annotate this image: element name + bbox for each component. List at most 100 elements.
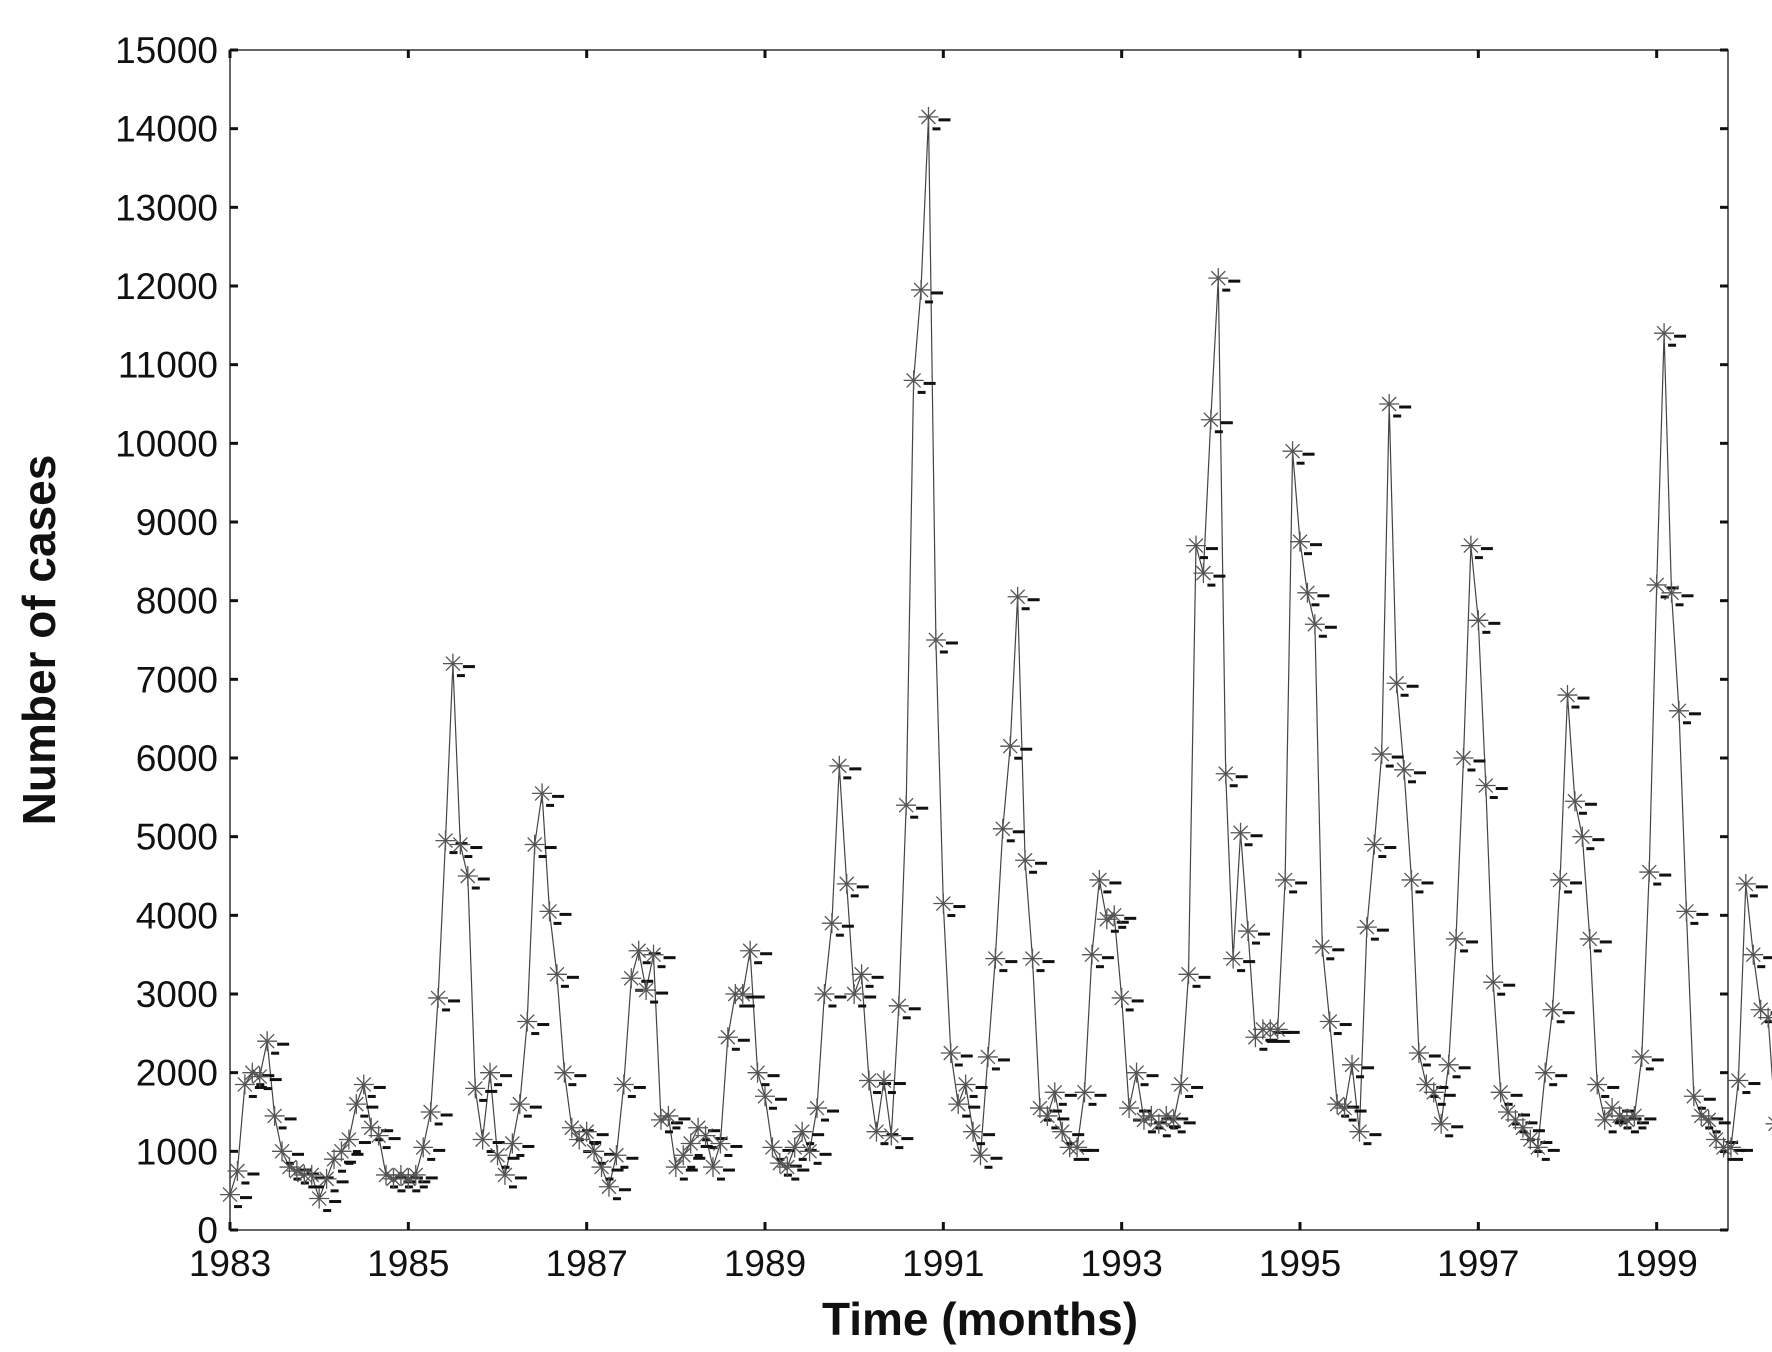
data-point <box>814 984 847 1008</box>
data-point <box>309 1188 342 1213</box>
data-point <box>1446 928 1479 953</box>
data-point <box>940 1043 973 1067</box>
data-point <box>1646 574 1679 599</box>
data-point <box>227 1161 260 1185</box>
data-point <box>762 1137 795 1161</box>
y-tick-label: 9000 <box>136 502 218 543</box>
data-point <box>279 1157 312 1181</box>
data-point <box>524 834 557 859</box>
data-point <box>450 834 483 859</box>
data-point <box>517 1011 550 1036</box>
data-point <box>1096 909 1129 933</box>
data-point <box>1007 586 1040 611</box>
data-point <box>1230 822 1263 847</box>
data-point <box>606 1145 639 1169</box>
data-point <box>1052 1121 1085 1146</box>
data-point <box>1758 1007 1772 1028</box>
data-point <box>1044 1082 1077 1106</box>
data-point <box>1297 582 1330 607</box>
x-tick-label: 1987 <box>546 1243 628 1284</box>
data-point <box>1460 535 1493 560</box>
data-point <box>546 964 579 988</box>
data-point <box>1691 1105 1724 1130</box>
y-tick-label: 12000 <box>115 266 218 307</box>
data-point <box>1386 673 1419 697</box>
data-point <box>1698 1109 1731 1134</box>
data-point <box>1624 1105 1657 1130</box>
data-point <box>272 1141 305 1165</box>
data-point <box>955 1074 988 1098</box>
data-point <box>1223 948 1256 973</box>
data-point <box>1022 948 1055 973</box>
data-point <box>1074 1082 1107 1106</box>
data-point <box>1408 1043 1441 1067</box>
data-point <box>1081 944 1114 969</box>
x-tick-label: 1991 <box>902 1243 984 1284</box>
data-point <box>428 987 461 1012</box>
x-tick-label: 1995 <box>1259 1243 1341 1284</box>
data-point <box>338 1129 371 1154</box>
data-point <box>331 1141 364 1165</box>
data-point <box>1178 964 1211 988</box>
data-point <box>1587 1074 1620 1098</box>
data-point <box>747 1062 780 1087</box>
data-point <box>1379 394 1412 418</box>
data-point <box>1609 1105 1642 1130</box>
data-point <box>1527 1137 1560 1161</box>
x-tick-label: 1983 <box>189 1243 271 1284</box>
x-tick-label: 1997 <box>1437 1243 1519 1284</box>
data-point <box>353 1074 386 1098</box>
data-point <box>420 1102 453 1126</box>
y-tick-label: 15000 <box>115 30 218 71</box>
data-point <box>695 1125 728 1150</box>
data-point <box>249 1066 282 1091</box>
data-point <box>1364 834 1397 859</box>
y-tick-label: 8000 <box>136 581 218 622</box>
data-point <box>487 1145 520 1169</box>
data-point <box>1765 1116 1772 1132</box>
data-point <box>1550 869 1583 894</box>
data-point <box>1564 791 1597 815</box>
data-point <box>992 818 1025 843</box>
data-point <box>301 1164 334 1189</box>
data-point <box>732 984 765 1008</box>
data-point <box>472 1129 505 1154</box>
data-point <box>829 755 862 780</box>
data-point <box>1126 1062 1159 1087</box>
data-point <box>1735 873 1768 898</box>
data-point <box>1067 1137 1100 1161</box>
data-point <box>1349 1121 1382 1146</box>
y-tick-label: 3000 <box>136 974 218 1015</box>
data-point <box>1431 1113 1464 1138</box>
data-point <box>1282 441 1315 465</box>
data-point <box>1342 1054 1375 1079</box>
data-point <box>368 1125 401 1150</box>
data-point <box>1356 917 1389 941</box>
data-point <box>821 913 854 937</box>
data-point <box>1616 1109 1649 1134</box>
data-point <box>963 1121 996 1146</box>
data-point <box>502 1133 535 1157</box>
x-axis-title: Time (months) <box>822 1293 1138 1345</box>
data-point <box>1208 268 1241 292</box>
data-point <box>650 1109 683 1134</box>
data-point <box>1401 869 1434 894</box>
data-point <box>1579 928 1612 953</box>
data-point <box>539 901 572 925</box>
data-point <box>1327 1094 1360 1118</box>
data-point <box>1676 901 1709 925</box>
data-point <box>598 1176 631 1201</box>
data-point <box>903 370 936 394</box>
x-tick-label: 1989 <box>724 1243 806 1284</box>
data-point <box>1453 748 1486 772</box>
data-point <box>628 940 661 965</box>
y-tick-label: 4000 <box>136 895 218 936</box>
data-point <box>1654 323 1687 347</box>
y-tick-label: 10000 <box>115 423 218 464</box>
data-point <box>658 1105 691 1130</box>
y-tick-label: 13000 <box>115 187 218 228</box>
data-point <box>1631 1046 1664 1071</box>
data-point <box>1193 563 1226 587</box>
data-point <box>1290 531 1322 556</box>
data-point <box>480 1062 513 1087</box>
